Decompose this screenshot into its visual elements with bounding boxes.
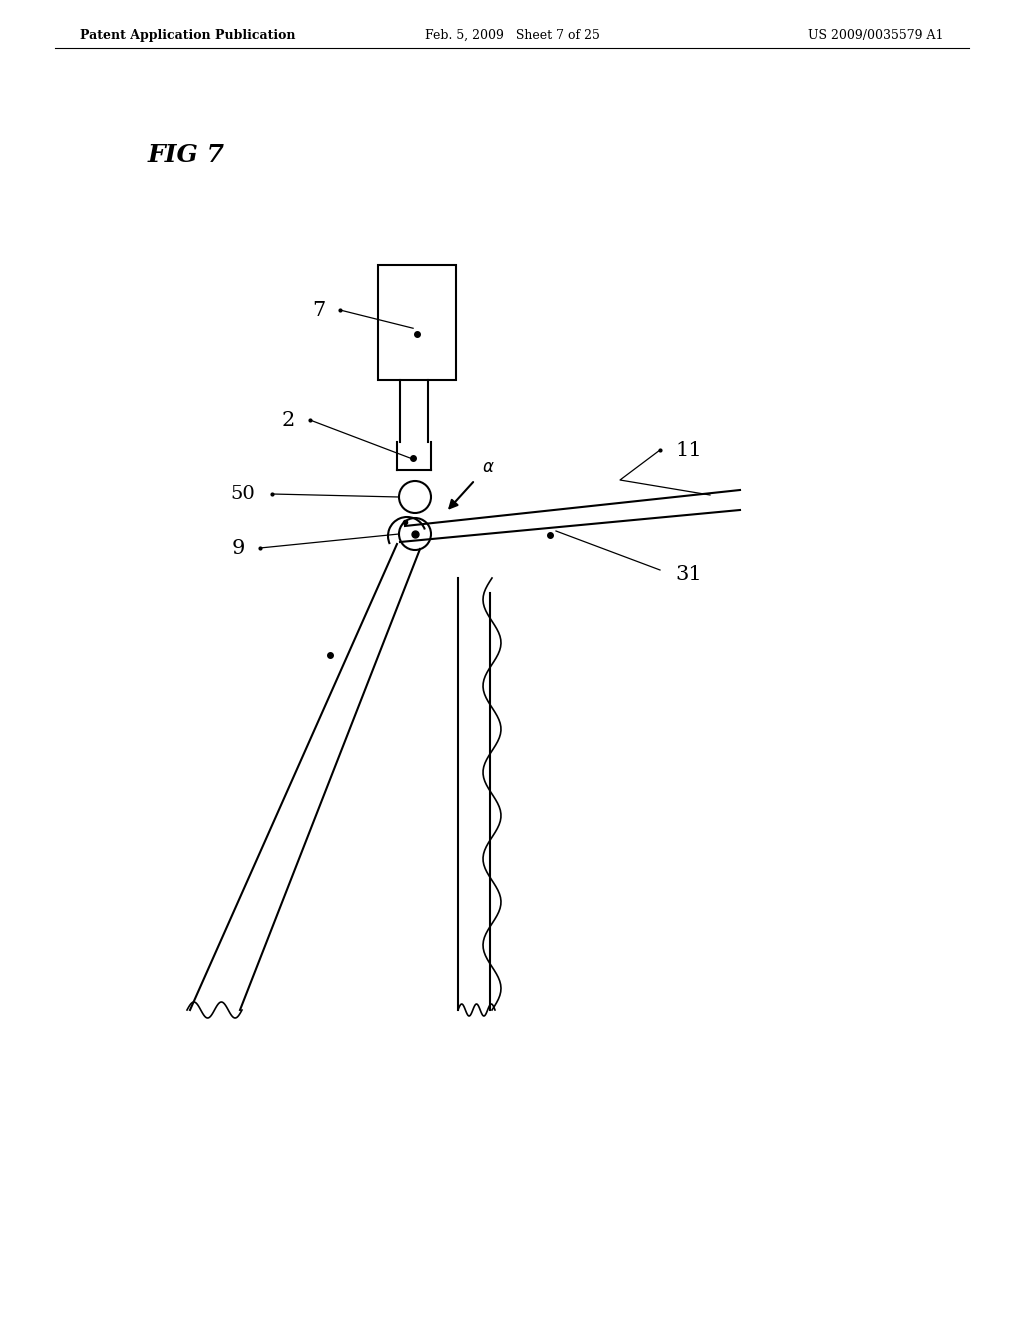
- Text: FIG 7: FIG 7: [148, 143, 225, 168]
- Text: US 2009/0035579 A1: US 2009/0035579 A1: [809, 29, 944, 41]
- Text: Patent Application Publication: Patent Application Publication: [80, 29, 296, 41]
- Text: 9: 9: [231, 539, 245, 557]
- Text: 2: 2: [282, 411, 295, 429]
- Text: $\alpha$: $\alpha$: [482, 459, 495, 477]
- Bar: [378, 265, 456, 380]
- Text: Feb. 5, 2009   Sheet 7 of 25: Feb. 5, 2009 Sheet 7 of 25: [425, 29, 599, 41]
- Text: 11: 11: [675, 441, 701, 459]
- Text: 50: 50: [230, 484, 255, 503]
- Text: 31: 31: [675, 565, 701, 583]
- Text: 7: 7: [311, 301, 325, 319]
